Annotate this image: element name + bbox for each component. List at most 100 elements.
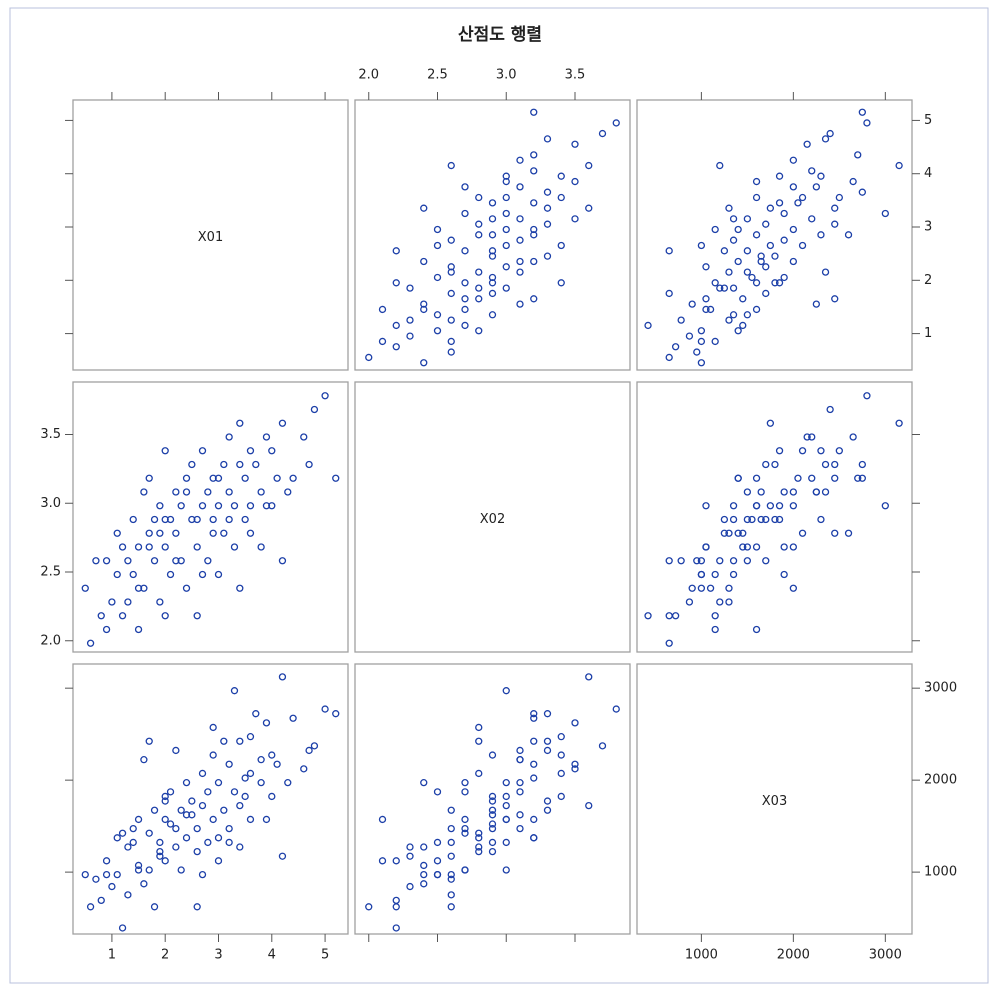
point bbox=[812, 183, 820, 191]
point bbox=[665, 639, 673, 647]
point bbox=[530, 257, 538, 266]
point bbox=[392, 924, 400, 932]
point bbox=[775, 199, 784, 207]
point bbox=[688, 300, 696, 308]
point bbox=[543, 252, 552, 260]
point bbox=[502, 263, 510, 271]
point bbox=[530, 108, 538, 116]
point bbox=[129, 515, 137, 524]
point bbox=[729, 284, 738, 292]
point bbox=[220, 529, 228, 537]
point bbox=[236, 419, 244, 427]
point bbox=[711, 337, 719, 346]
point bbox=[188, 460, 196, 469]
point bbox=[817, 515, 825, 524]
point bbox=[743, 543, 752, 551]
point bbox=[665, 612, 673, 620]
panel bbox=[72, 663, 349, 935]
point bbox=[447, 268, 455, 276]
point bbox=[798, 529, 807, 537]
point bbox=[766, 241, 775, 250]
point bbox=[697, 359, 706, 367]
point bbox=[220, 737, 228, 745]
point bbox=[720, 529, 729, 537]
point bbox=[831, 529, 839, 537]
point bbox=[113, 834, 121, 842]
point bbox=[193, 824, 201, 833]
point bbox=[693, 348, 701, 356]
point bbox=[644, 612, 652, 620]
point bbox=[706, 305, 715, 314]
point bbox=[543, 797, 552, 805]
point bbox=[502, 801, 510, 810]
point bbox=[156, 502, 164, 510]
point bbox=[585, 673, 593, 681]
point bbox=[488, 289, 497, 298]
point bbox=[488, 751, 497, 759]
frame bbox=[9, 7, 989, 984]
point bbox=[102, 857, 111, 865]
point bbox=[475, 231, 483, 239]
point bbox=[461, 788, 469, 796]
point bbox=[502, 225, 510, 234]
point bbox=[378, 857, 387, 865]
point bbox=[209, 529, 217, 537]
point bbox=[831, 295, 839, 303]
point bbox=[198, 570, 207, 579]
point bbox=[881, 209, 889, 218]
point bbox=[557, 241, 565, 250]
point bbox=[161, 857, 169, 865]
point bbox=[516, 300, 524, 308]
point bbox=[161, 815, 169, 824]
point bbox=[697, 327, 706, 335]
point bbox=[881, 502, 889, 510]
point bbox=[516, 156, 524, 164]
y-tick-label: 2 bbox=[924, 273, 932, 288]
point bbox=[766, 419, 775, 427]
point bbox=[530, 815, 538, 824]
point bbox=[488, 838, 497, 847]
point bbox=[209, 515, 217, 524]
point bbox=[406, 843, 414, 851]
point bbox=[236, 460, 244, 469]
point bbox=[729, 236, 738, 244]
point bbox=[134, 584, 143, 592]
point bbox=[86, 903, 95, 911]
point bbox=[817, 231, 825, 239]
point bbox=[808, 474, 816, 482]
point bbox=[502, 177, 510, 186]
point bbox=[488, 820, 497, 828]
point bbox=[571, 215, 579, 223]
point bbox=[102, 557, 111, 565]
point bbox=[734, 225, 742, 234]
point bbox=[246, 815, 255, 824]
point bbox=[762, 515, 770, 524]
point bbox=[268, 502, 276, 510]
x-tick-label: 3.5 bbox=[565, 68, 586, 83]
point bbox=[257, 756, 265, 764]
point bbox=[863, 392, 871, 400]
point bbox=[743, 488, 752, 496]
point bbox=[447, 870, 455, 879]
point bbox=[739, 295, 747, 303]
point bbox=[502, 866, 510, 874]
point bbox=[145, 866, 153, 874]
point bbox=[246, 529, 255, 537]
point bbox=[118, 543, 127, 551]
point bbox=[725, 204, 733, 212]
point bbox=[461, 321, 469, 330]
point bbox=[129, 838, 137, 847]
point bbox=[743, 311, 752, 319]
point bbox=[821, 460, 830, 469]
point bbox=[278, 557, 287, 565]
point bbox=[150, 903, 159, 911]
point bbox=[757, 515, 765, 524]
point bbox=[711, 279, 719, 287]
point bbox=[798, 241, 807, 250]
point bbox=[182, 584, 191, 592]
point bbox=[225, 838, 233, 847]
point bbox=[289, 714, 297, 722]
point bbox=[706, 584, 715, 592]
point bbox=[571, 719, 579, 727]
point bbox=[161, 797, 169, 805]
